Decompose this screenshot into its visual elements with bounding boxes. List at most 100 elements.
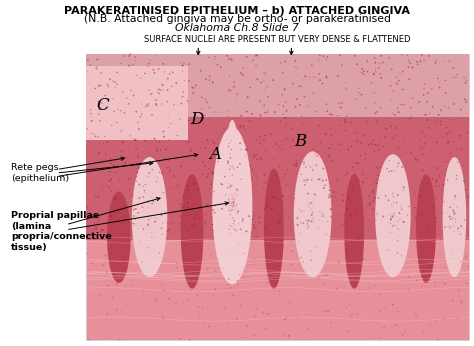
Point — [327, 194, 335, 199]
Point — [323, 101, 330, 107]
Ellipse shape — [181, 174, 203, 289]
Point — [371, 180, 379, 185]
Point — [430, 203, 438, 209]
Point — [84, 205, 91, 210]
Point — [225, 114, 232, 119]
Point — [236, 161, 244, 166]
Point — [351, 226, 358, 232]
Point — [86, 268, 93, 273]
Point — [222, 306, 229, 312]
Point — [309, 167, 317, 173]
Point — [237, 71, 245, 76]
Point — [185, 298, 192, 303]
Point — [376, 139, 383, 145]
Point — [191, 156, 198, 162]
Point — [117, 61, 125, 66]
Point — [235, 208, 242, 214]
Point — [125, 63, 133, 68]
Point — [194, 252, 202, 257]
Point — [107, 336, 115, 342]
Point — [424, 90, 432, 96]
Point — [308, 258, 315, 263]
Point — [292, 58, 299, 64]
Point — [192, 212, 200, 218]
Point — [185, 118, 192, 124]
Point — [162, 210, 169, 215]
Point — [224, 158, 232, 164]
Point — [359, 172, 367, 177]
Point — [166, 168, 173, 174]
Point — [461, 75, 468, 81]
Point — [261, 71, 269, 77]
Point — [401, 328, 409, 334]
Point — [280, 111, 287, 117]
Point — [403, 212, 411, 218]
Point — [400, 102, 408, 107]
Point — [359, 238, 367, 244]
Point — [295, 239, 302, 245]
Point — [190, 85, 198, 91]
Point — [100, 263, 107, 268]
Point — [231, 197, 239, 202]
Point — [348, 188, 356, 193]
Point — [202, 97, 210, 102]
Point — [297, 220, 305, 226]
Point — [233, 201, 241, 207]
Ellipse shape — [215, 140, 250, 277]
Point — [420, 85, 428, 91]
Point — [147, 230, 155, 236]
Point — [121, 213, 128, 219]
Point — [322, 74, 330, 79]
Point — [343, 113, 350, 119]
Point — [334, 73, 341, 79]
Point — [153, 216, 160, 221]
Point — [439, 182, 447, 188]
Point — [92, 226, 100, 232]
Point — [301, 337, 308, 342]
Point — [394, 309, 401, 314]
Point — [159, 82, 166, 88]
Point — [119, 239, 127, 244]
Point — [289, 125, 296, 131]
Point — [372, 66, 380, 72]
Point — [89, 215, 97, 221]
Point — [231, 218, 238, 224]
Point — [288, 248, 296, 254]
Point — [376, 308, 383, 313]
Point — [168, 84, 176, 89]
Point — [310, 74, 318, 80]
Point — [219, 182, 226, 187]
Point — [221, 174, 228, 179]
Point — [315, 275, 323, 281]
Ellipse shape — [375, 154, 410, 277]
Point — [324, 272, 331, 278]
Point — [432, 196, 439, 201]
Point — [220, 127, 228, 132]
Point — [144, 245, 151, 251]
Point — [160, 288, 167, 293]
Point — [206, 73, 213, 79]
Point — [413, 277, 421, 283]
Point — [256, 254, 264, 260]
Point — [218, 206, 226, 211]
Point — [306, 312, 313, 317]
Point — [179, 63, 187, 68]
Point — [231, 202, 238, 208]
Point — [425, 226, 433, 231]
Point — [176, 201, 184, 207]
Point — [121, 303, 129, 309]
Point — [94, 64, 101, 70]
Point — [188, 237, 196, 243]
Point — [221, 304, 229, 310]
Point — [382, 193, 390, 199]
Point — [246, 85, 254, 90]
Point — [298, 113, 305, 119]
Point — [243, 54, 251, 60]
Point — [320, 272, 328, 277]
Point — [234, 281, 242, 287]
Point — [252, 306, 260, 312]
Point — [191, 180, 199, 186]
Point — [119, 139, 127, 145]
Point — [191, 223, 199, 229]
Point — [369, 198, 377, 204]
